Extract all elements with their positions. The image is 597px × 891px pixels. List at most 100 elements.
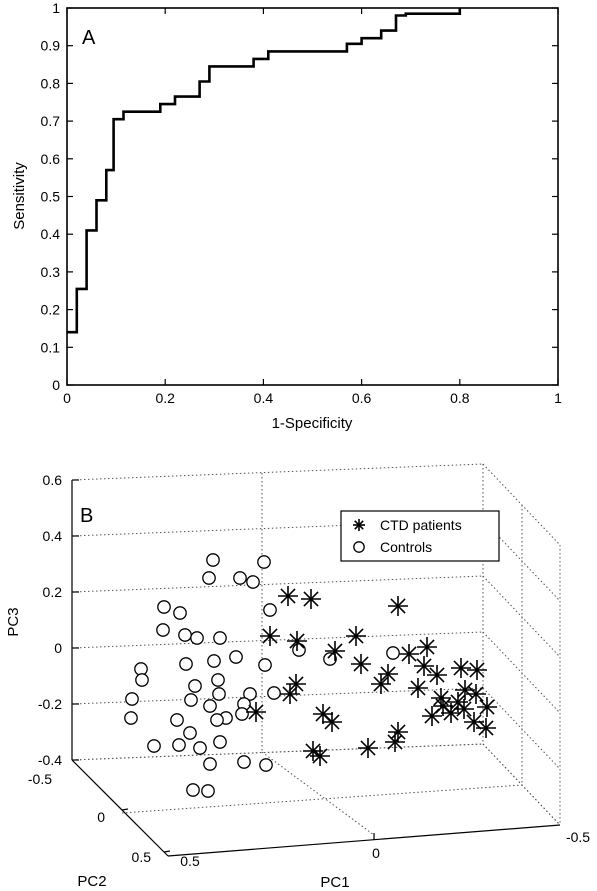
ctd-patient-point	[476, 718, 496, 738]
roc-x-tick-label: 0	[63, 390, 71, 406]
ctd-patient-point	[346, 626, 366, 646]
pca-panel: 0.6 0.4 0.2 0 -0.2 -0.4 -0.5 0 0.5 0.5 0…	[5, 463, 590, 891]
pca-z-tick-2: 0.2	[43, 584, 63, 600]
roc-y-tick-label: 0.7	[41, 113, 61, 129]
pca-legend: CTD patients Controls	[340, 510, 500, 562]
pca-points	[124, 553, 497, 798]
ctd-patient-point	[385, 732, 405, 752]
roc-x-axis-label: 1-Specificity	[272, 415, 353, 432]
control-point	[147, 739, 161, 753]
pca-panel-label: B	[80, 505, 93, 527]
control-point	[125, 692, 139, 706]
control-point	[124, 711, 138, 725]
control-point	[210, 713, 224, 727]
ctd-patient-point	[358, 738, 378, 758]
ctd-patient-point	[351, 654, 371, 674]
control-point	[203, 757, 217, 771]
roc-y-tick-label: 0.5	[41, 189, 61, 205]
ctd-patient-point	[417, 637, 437, 657]
pca-y-tick-0: -0.5	[28, 771, 52, 787]
roc-x-ticks: 0 0.2 0.4 0.6 0.8 1	[63, 8, 562, 406]
pca-x-axis-label: PC1	[320, 874, 349, 891]
legend-entry-controls: Controls	[380, 539, 432, 555]
control-point	[207, 654, 221, 668]
ctd-patient-point	[322, 712, 342, 732]
control-point	[246, 575, 260, 589]
control-point	[201, 784, 215, 798]
ctd-patient-point	[278, 586, 298, 606]
ctd-patient-point	[451, 658, 471, 678]
roc-y-tick-label: 0.9	[41, 38, 61, 54]
control-point	[235, 707, 249, 721]
control-point	[156, 623, 170, 637]
pca-y-tick-1: 0	[97, 809, 105, 825]
ctd-patient-point	[378, 664, 398, 684]
roc-x-tick-label: 0.6	[352, 390, 372, 406]
roc-y-axis-label: Sensitivity	[11, 162, 28, 230]
control-point	[292, 643, 306, 657]
control-point	[179, 657, 193, 671]
control-point	[229, 650, 243, 664]
control-point	[184, 693, 198, 707]
control-point	[170, 713, 184, 727]
roc-x-tick-label: 1	[554, 390, 562, 406]
ctd-patient-point	[477, 697, 497, 717]
pca-x-tick-2: -0.5	[566, 829, 590, 845]
roc-y-tick-label: 0.6	[41, 151, 61, 167]
control-point	[233, 571, 247, 585]
ctd-patient-point	[325, 641, 345, 661]
control-point	[173, 606, 187, 620]
roc-x-tick-label: 0.8	[450, 390, 470, 406]
pca-x-tick-0: 0.5	[180, 853, 200, 869]
ctd-patient-point	[313, 704, 333, 724]
control-point	[323, 652, 337, 666]
ctd-patient-point	[399, 644, 419, 664]
control-point	[213, 631, 227, 645]
control-point	[267, 686, 281, 700]
pca-tick-marks	[72, 479, 375, 853]
control-point	[202, 571, 216, 585]
control-point	[206, 553, 220, 567]
roc-y-ticks: 0 0.1 0.2 0.3 0.4 0.5 0.6 0.7 0.8 0.9 1	[41, 0, 558, 393]
roc-x-tick-label: 0.2	[155, 390, 175, 406]
roc-curve	[67, 8, 462, 334]
control-point	[186, 783, 200, 797]
pca-y-tick-2: 0.5	[132, 849, 152, 865]
control-point	[386, 646, 400, 660]
ctd-patient-point	[246, 702, 266, 722]
pca-axes-edges	[71, 480, 561, 857]
control-point	[257, 555, 271, 569]
pca-y-axis-label: PC2	[77, 873, 106, 890]
control-point	[212, 687, 226, 701]
control-point	[183, 726, 197, 740]
legend-circle-glyph	[353, 541, 365, 553]
ctd-patient-point	[371, 674, 391, 694]
control-point	[213, 735, 227, 749]
ctd-patient-point	[427, 665, 447, 685]
control-point	[157, 600, 171, 614]
control-point	[188, 679, 202, 693]
roc-y-tick-label: 0.2	[41, 302, 61, 318]
ctd-patient-point	[310, 746, 330, 766]
ctd-patient-point	[301, 589, 321, 609]
control-point	[237, 755, 251, 769]
roc-panel-label: A	[82, 27, 96, 49]
control-point	[258, 658, 272, 672]
control-point	[172, 738, 186, 752]
ctd-patient-point	[280, 684, 300, 704]
control-point	[259, 758, 273, 772]
ctd-patient-point	[466, 684, 486, 704]
ctd-patient-point	[414, 656, 434, 676]
pca-z-tick-4: -0.2	[38, 696, 62, 712]
legend-entry-ctd-patients: CTD patients	[380, 517, 462, 533]
ctd-patient-point	[260, 626, 280, 646]
pca-z-tick-0: 0.6	[43, 472, 63, 488]
roc-panel: 0 0.2 0.4 0.6 0.8 1 0 0.1 0.2 0.3 0.4 0.5 0.6 0.7 0.8…	[11, 0, 562, 432]
ctd-patient-point	[422, 706, 442, 726]
control-point	[243, 687, 257, 701]
pca-z-tick-3: 0	[54, 640, 62, 656]
ctd-patient-point	[454, 699, 474, 719]
control-point	[190, 631, 204, 645]
roc-y-tick-label: 0.8	[41, 75, 61, 91]
